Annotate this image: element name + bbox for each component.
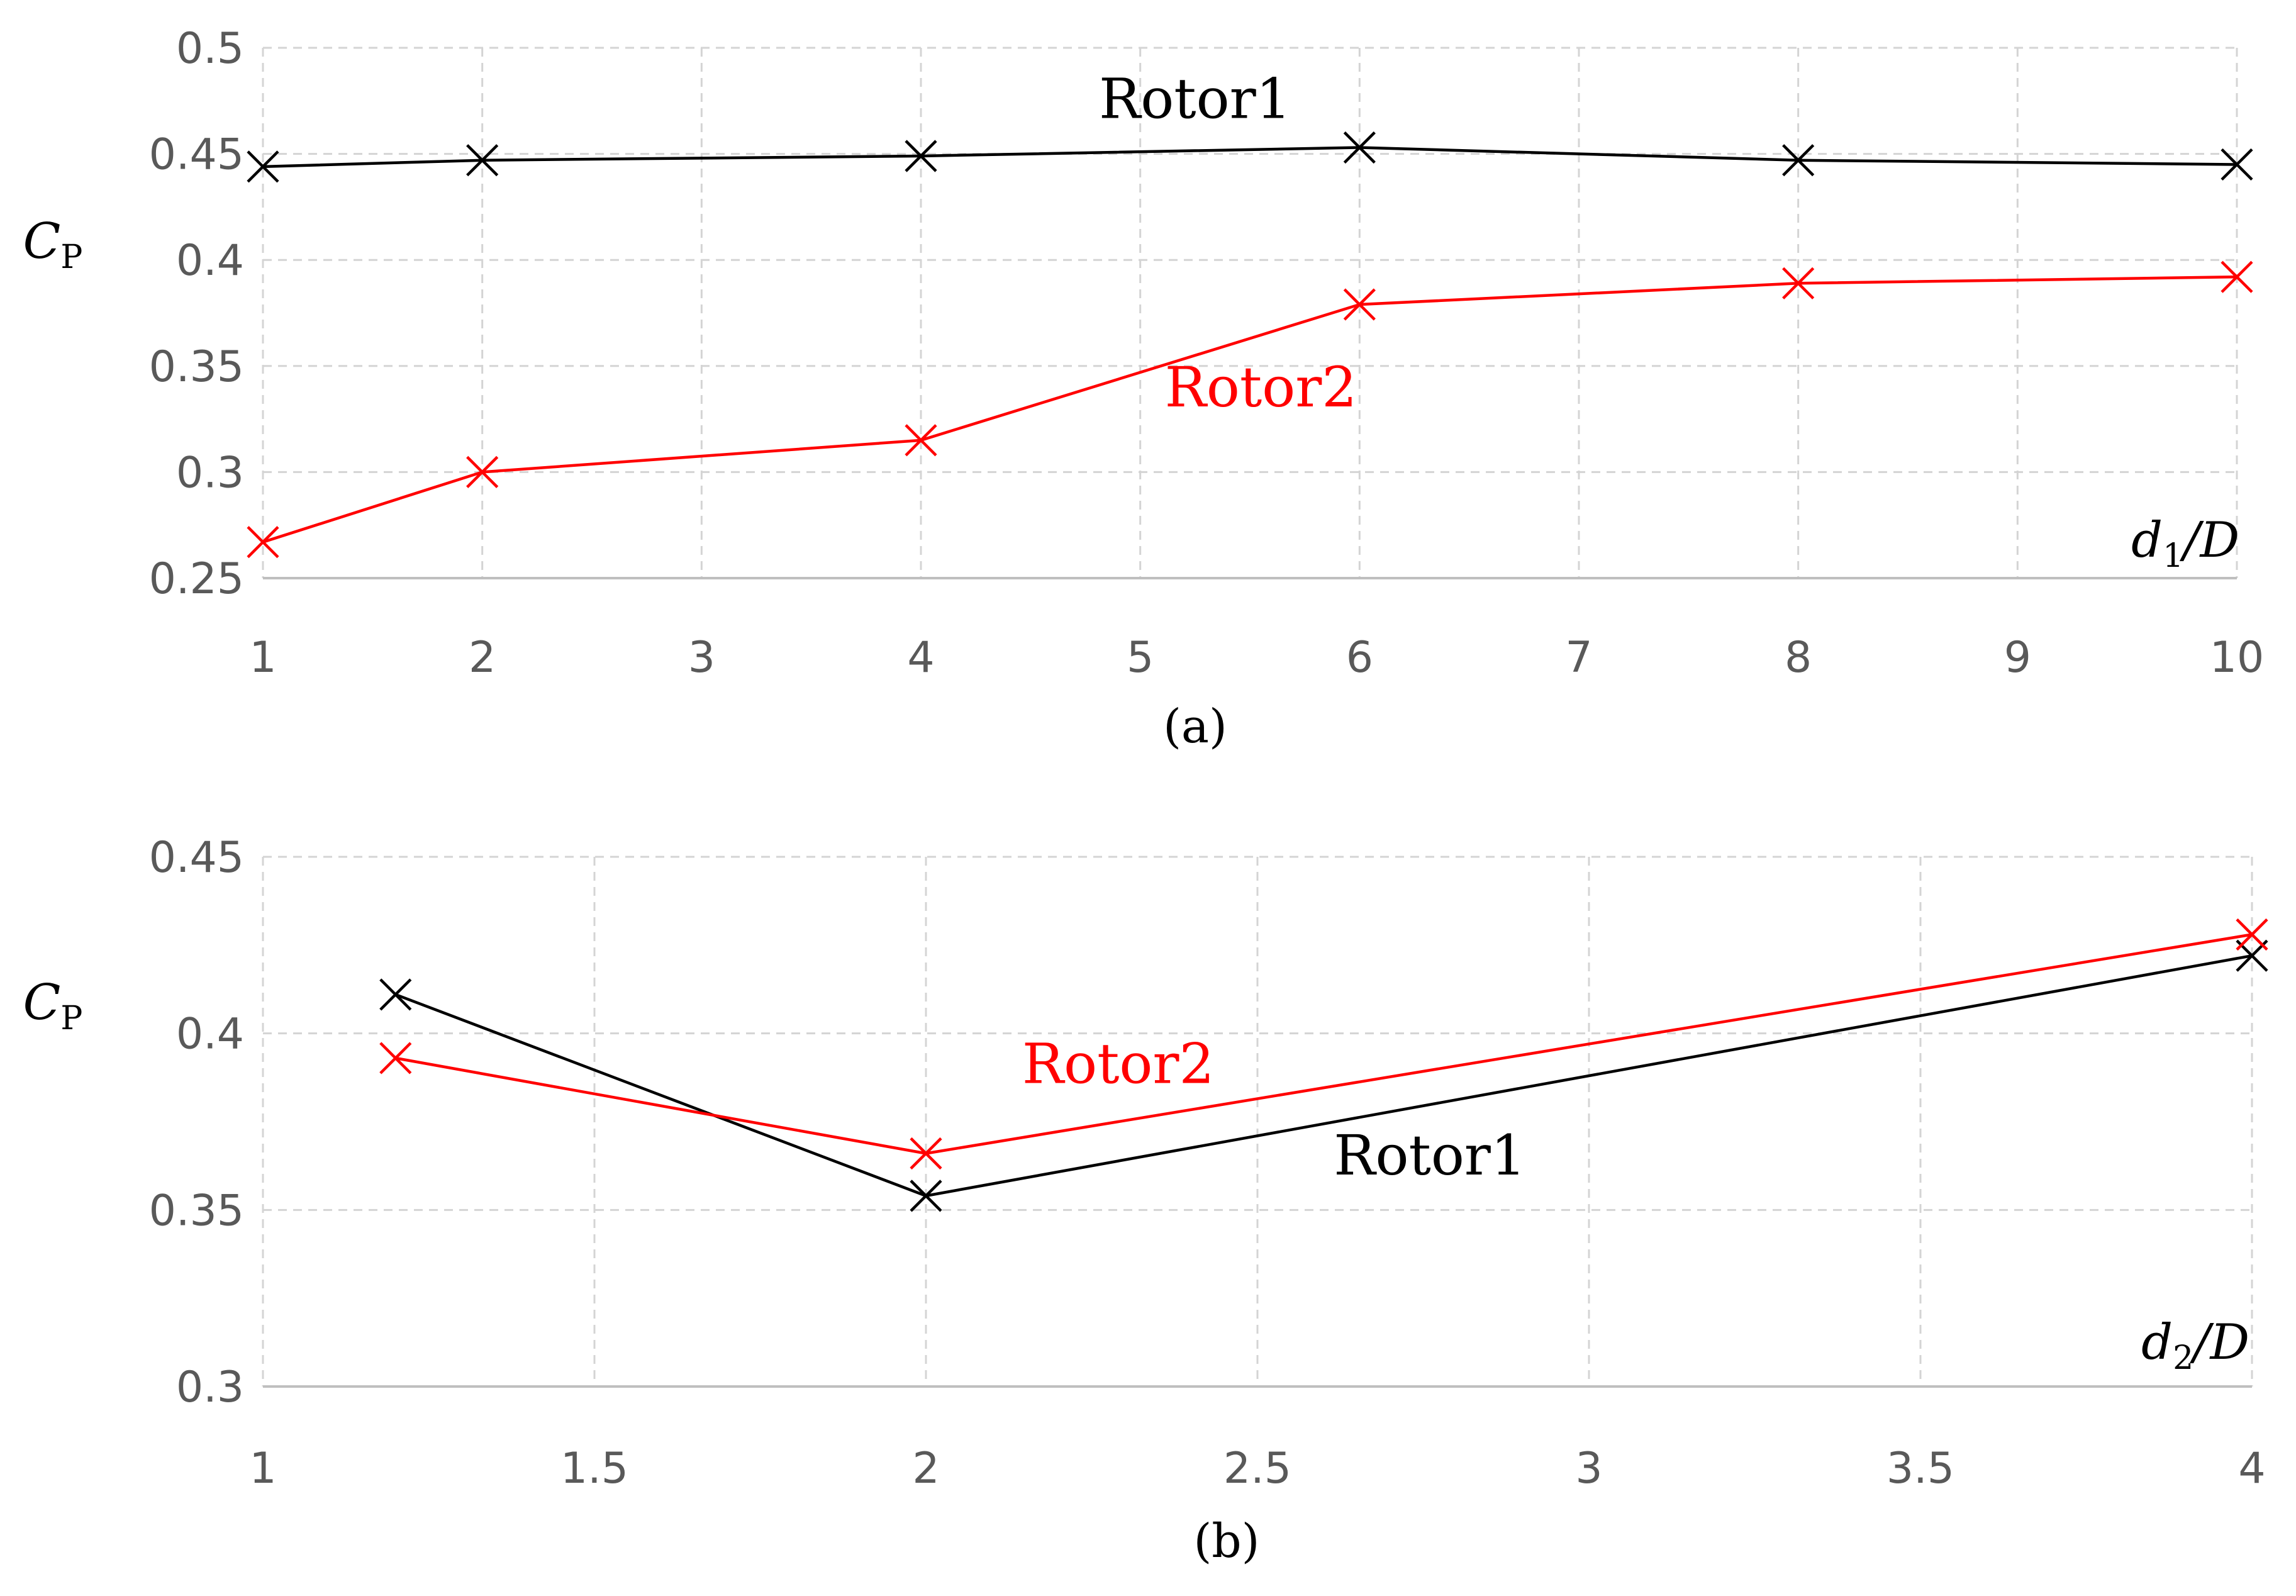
panel-a-rotor2-point — [247, 526, 279, 559]
panel-b-rotor2-series-label: Rotor2 — [1022, 1031, 1215, 1096]
panel-b-x-tick-label: 1.5 — [560, 1444, 628, 1493]
panel-a-y-tick-label: 0.3 — [176, 448, 244, 498]
panel-b-y-tick-label: 0.35 — [149, 1186, 244, 1236]
panel-a-x-axis-label-tail: /D — [2179, 512, 2239, 569]
panel-b-y-axis-label: CP — [23, 974, 83, 1037]
panel-b-x-axis-label: d2/D — [2141, 1314, 2249, 1377]
panel-a-x-tick-label: 2 — [469, 633, 496, 683]
panel-b-rotor1-series-label: Rotor1 — [1334, 1123, 1526, 1188]
panel-a-rotor2-series-label: Rotor2 — [1165, 355, 1357, 420]
panel-b-rotor1-line — [395, 954, 2253, 1198]
panel-a-y-axis-label: CP — [23, 213, 83, 276]
panel-a-rotor1-line — [262, 146, 2237, 169]
panel-a-y-tick-label: 0.45 — [149, 130, 244, 180]
panel-b-x-tick-label: 2.5 — [1223, 1444, 1291, 1493]
panel-b-x-tick-label: 4 — [2238, 1444, 2265, 1493]
panel-a-x-axis-label-sub: 1 — [2163, 537, 2183, 575]
panel-b-y-axis-label-main: C — [23, 974, 61, 1031]
panel-a-y-tick-label: 0.35 — [149, 342, 244, 392]
panel-a-rotor1-point — [1343, 131, 1376, 164]
panel-a-x-axis-label: d1/D — [2131, 512, 2239, 575]
panel-b-rotor2-point — [910, 1137, 942, 1170]
panel-b-x-tick-label: 3 — [1575, 1444, 1602, 1493]
panel-a-rotor2-point — [905, 424, 937, 457]
panel-a-rotor1-point — [1782, 144, 1815, 177]
panel-a-rotor1-series-label: Rotor1 — [1099, 66, 1291, 131]
panel-a-chart: 1 2 3 4 5 6 7 8 9 100.250.30.350.40.450.5CPd1/DRo… — [23, 24, 2265, 754]
panel-a-rotor2-point — [1343, 288, 1376, 321]
panel-b-rotor1-point — [379, 978, 412, 1011]
panel-a-x-tick-label: 10 — [2210, 633, 2265, 683]
panel-a-x-tick-label: 6 — [1346, 633, 1373, 683]
panel-a-y-tick-label: 0.5 — [176, 24, 244, 74]
panel-a-x-axis-label-main: d — [2131, 512, 2163, 569]
panel-a-y-tick-label: 0.4 — [176, 236, 244, 286]
panel-a-rotor1-point — [466, 144, 499, 177]
panel-b-x-axis-label-main: d — [2141, 1314, 2173, 1371]
panel-a-x-tick-label: 8 — [1785, 633, 1812, 683]
panel-a-y-axis-label-main: C — [23, 213, 61, 270]
panel-a-x-tick-label: 4 — [907, 633, 934, 683]
panel-a-x-tick-label: 3 — [688, 633, 715, 683]
panel-b-y-tick-label: 0.3 — [176, 1363, 244, 1412]
panel-a-rotor1-point — [247, 150, 279, 183]
panel-a-y-axis-label-sub: P — [60, 238, 82, 276]
panel-b-rotor2-point — [2236, 918, 2268, 951]
panel-b-x-tick-label: 1 — [249, 1444, 276, 1493]
panel-b-panel-label: (b) — [1193, 1514, 1259, 1568]
panel-a-rotor2-line — [262, 275, 2237, 544]
panel-b-x-axis-label-tail: /D — [2189, 1314, 2249, 1371]
panel-b-y-tick-label: 0.45 — [149, 833, 244, 883]
panel-a-x-tick-label: 9 — [2004, 633, 2031, 683]
panel-a-x-tick-label: 1 — [249, 633, 276, 683]
panel-b-x-axis-label-sub: 2 — [2173, 1339, 2193, 1377]
panel-a-rotor2-point — [2221, 260, 2253, 293]
panel-b-x-tick-label: 2 — [912, 1444, 939, 1493]
panel-b-x-tick-label: 3.5 — [1886, 1444, 1954, 1493]
panel-a-x-tick-label: 5 — [1127, 633, 1154, 683]
panel-a-rotor2-point — [466, 455, 499, 488]
panel-b-rotor2-line — [395, 933, 2253, 1155]
panel-a-y-tick-label: 0.25 — [149, 554, 244, 604]
panel-a-panel-label: (a) — [1163, 700, 1227, 754]
panel-b-rotor1-point — [910, 1180, 942, 1212]
panel-a-rotor1-point — [905, 140, 937, 172]
panel-a-rotor1-point — [2221, 148, 2253, 181]
panel-b-rotor2-point — [379, 1042, 412, 1074]
panel-b-chart: 1 1.5 2 2.5 3 3.5 40.30.350.40.45CPd2/DRotor1R… — [23, 833, 2268, 1568]
panel-a-x-tick-label: 7 — [1565, 633, 1592, 683]
panel-b-y-tick-label: 0.4 — [176, 1010, 244, 1059]
panel-b-y-axis-label-sub: P — [60, 1000, 82, 1037]
panel-a-rotor2-point — [1782, 267, 1815, 299]
